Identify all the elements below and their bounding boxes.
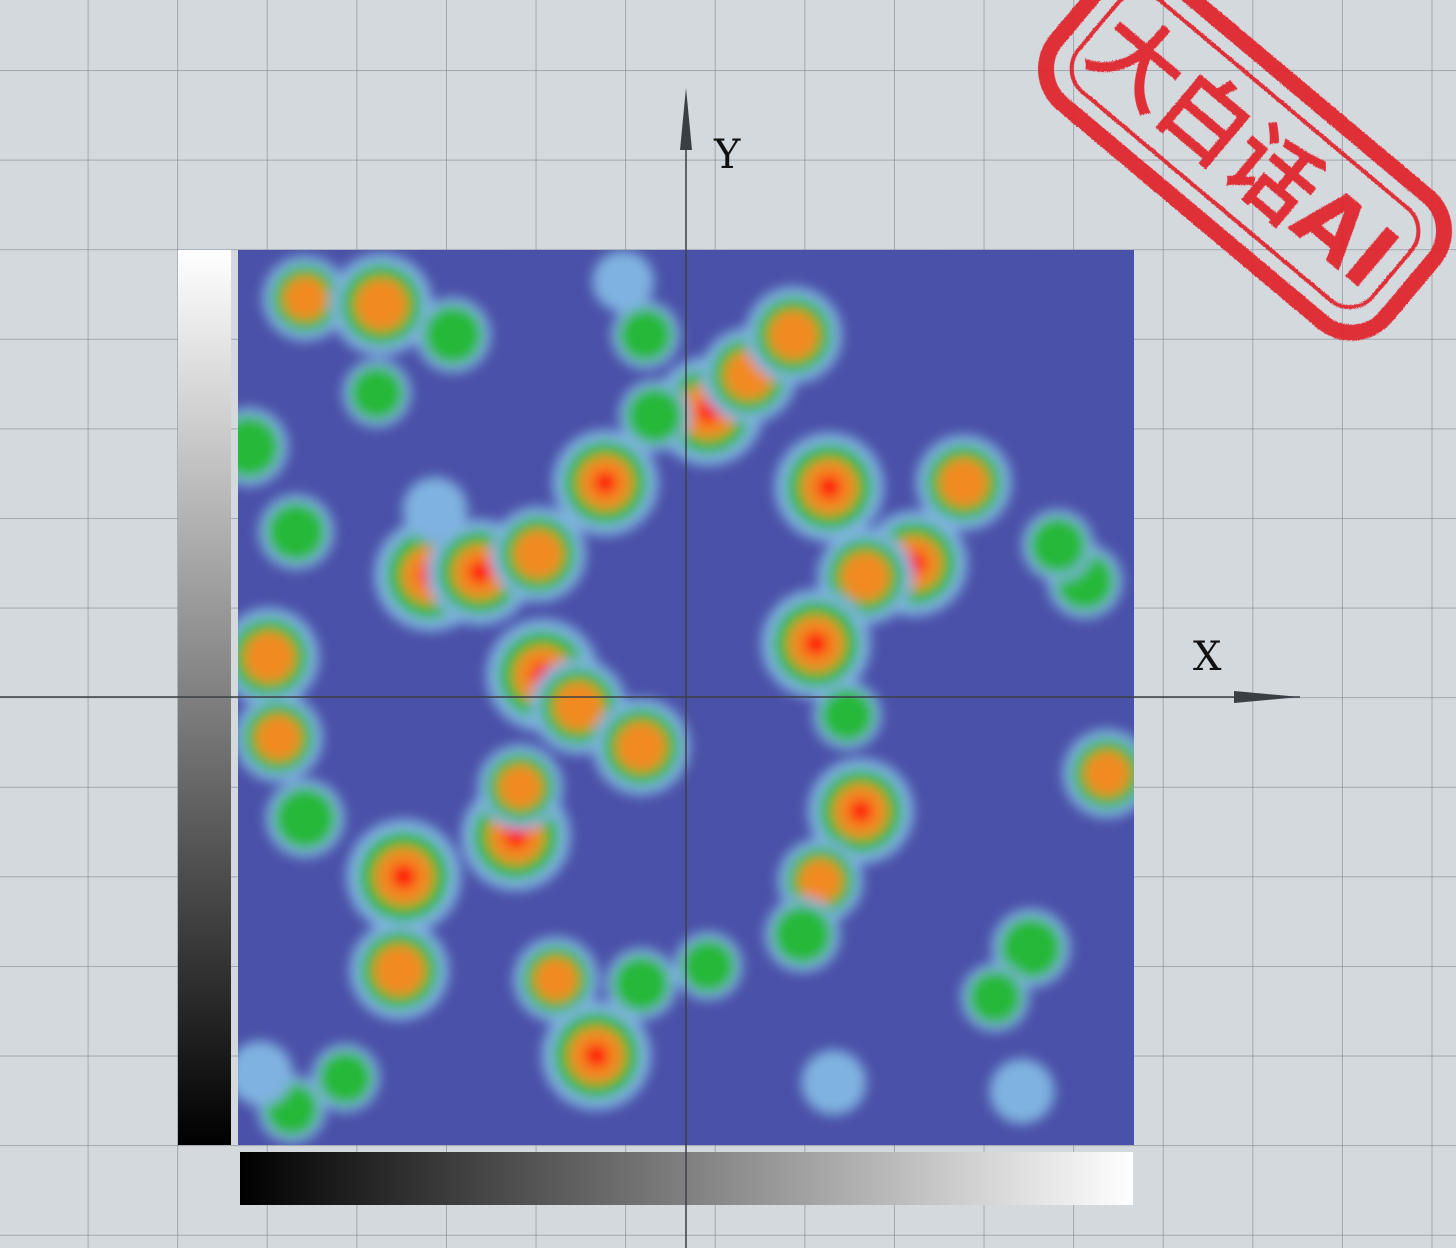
heat-ring <box>584 1043 609 1068</box>
x-axis-arrow-icon <box>1234 691 1300 703</box>
heat-spot <box>761 589 871 699</box>
heat-spot <box>915 434 1012 531</box>
heat-spot <box>745 286 843 384</box>
heat-spot <box>552 429 659 536</box>
heat-ring <box>968 970 1022 1025</box>
heat-ring <box>938 457 989 508</box>
heat-ring <box>513 529 564 580</box>
heat-ring <box>681 939 736 993</box>
heat-ring <box>989 1058 1055 1124</box>
heat-ring <box>626 387 683 444</box>
heat-spot <box>764 897 841 973</box>
heat-spot <box>1021 509 1094 582</box>
heat-spot <box>960 963 1030 1032</box>
heat-spot <box>265 779 345 858</box>
heat-spot <box>490 506 586 603</box>
heat-spot <box>402 477 468 543</box>
heat-spot <box>774 432 884 542</box>
heat-spot <box>592 698 690 796</box>
heat-spot <box>513 936 599 1023</box>
heat-ring <box>423 305 483 365</box>
heat-spot <box>415 297 491 373</box>
heat-ring <box>238 1040 293 1106</box>
heat-ring <box>1029 517 1086 574</box>
heat-ring <box>266 502 326 562</box>
heat-ring <box>282 276 328 321</box>
heat-ring <box>593 471 617 495</box>
heat-spot <box>807 758 914 865</box>
heat-ring <box>503 824 528 849</box>
heat-spot <box>330 253 433 356</box>
heat-spot <box>311 1043 380 1113</box>
heat-ring <box>238 416 280 478</box>
heat-spot <box>346 819 462 934</box>
heat-spot <box>238 607 319 707</box>
heat-ring <box>533 957 579 1002</box>
heat-ring <box>773 905 832 965</box>
heat-ring <box>402 477 468 543</box>
heat-ring <box>255 714 302 761</box>
heat-ring <box>803 631 828 656</box>
heat-spot <box>1062 729 1134 818</box>
heat-ring <box>801 1049 867 1115</box>
heat-spot <box>592 250 655 313</box>
heat-ring <box>592 250 655 313</box>
heat-ring <box>468 560 492 584</box>
heat-spot <box>801 1049 867 1115</box>
heat-ring <box>243 631 296 683</box>
heat-ring <box>498 764 543 810</box>
heat-ring <box>820 688 874 743</box>
heat-spot <box>618 379 691 452</box>
heat-ring <box>613 955 670 1012</box>
heat-ring <box>817 475 842 500</box>
heat-ring <box>798 858 843 904</box>
x-axis-label: X <box>1193 634 1222 680</box>
heat-spot <box>238 1040 293 1106</box>
heat-ring <box>391 863 417 890</box>
heat-ring <box>768 309 819 361</box>
heat-ring <box>350 366 404 420</box>
heat-ring <box>373 944 426 997</box>
heat-spot <box>262 255 348 342</box>
heat-ring <box>274 787 336 849</box>
heat-spot <box>611 300 680 370</box>
heat-spot <box>238 693 323 783</box>
y-axis-label: Y <box>713 132 741 178</box>
heat-ring <box>849 799 873 823</box>
heat-spot <box>477 744 563 830</box>
heat-spot <box>349 920 449 1020</box>
heat-spot <box>605 948 678 1020</box>
heat-ring <box>318 1051 373 1105</box>
heat-ring <box>1084 750 1131 797</box>
heat-ring <box>553 681 604 732</box>
heat-spot <box>989 1058 1055 1124</box>
heat-ring <box>619 308 673 362</box>
y-axis-arrow-icon <box>680 88 692 150</box>
heat-ring <box>1000 917 1062 979</box>
heat-ring <box>615 721 667 772</box>
heat-spot <box>238 407 289 487</box>
heat-ring <box>354 277 408 332</box>
heat-spot <box>541 1000 652 1111</box>
heat-spot <box>674 931 743 1001</box>
heat-ring <box>840 551 891 602</box>
heat-spot <box>342 359 412 428</box>
heat-spot <box>258 494 334 570</box>
heatmap-blobs <box>238 250 1134 1144</box>
heat-spot <box>813 681 882 750</box>
